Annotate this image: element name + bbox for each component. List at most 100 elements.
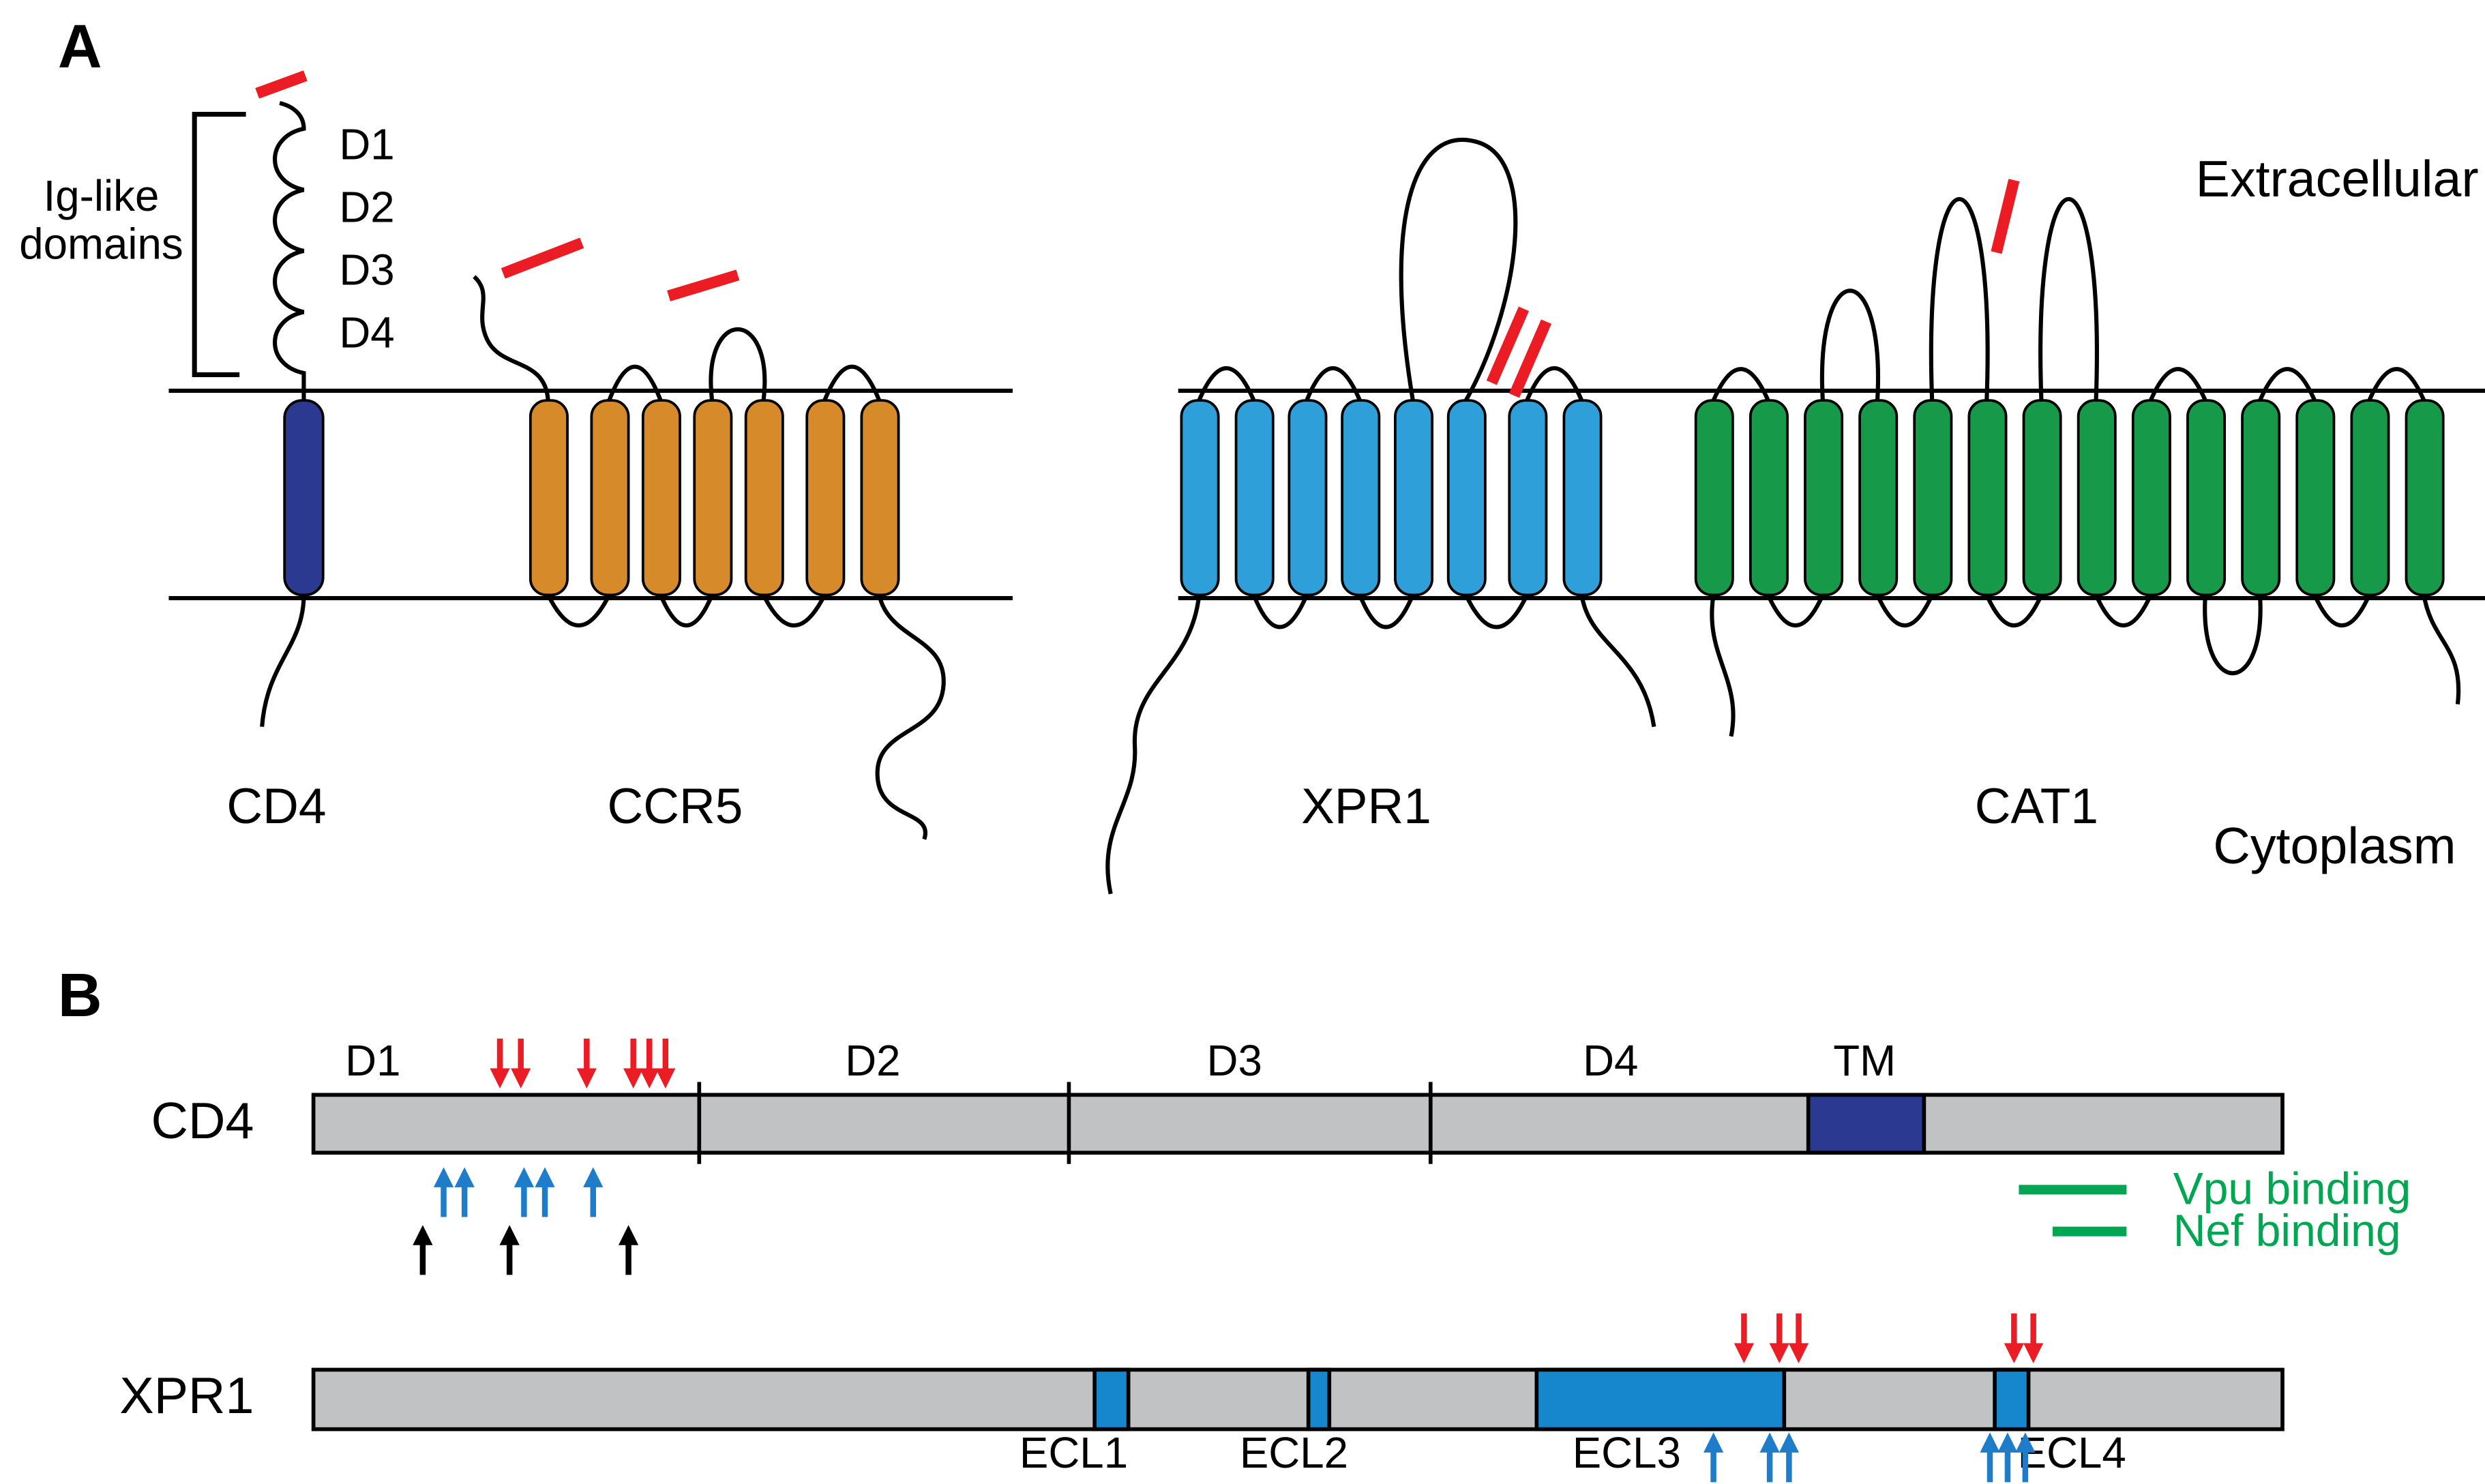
- segment-label-d1: D1: [345, 1037, 400, 1085]
- cat1-c-terminus: [2422, 594, 2461, 704]
- blue-up-arrow: [1703, 1432, 1723, 1482]
- tm-helix: [2350, 399, 2390, 597]
- cat1-topology: CAT1: [1694, 179, 2461, 834]
- cytoplasmic-loop: [1358, 594, 1415, 629]
- tm-helix: [1562, 399, 1603, 597]
- xpr1-domain-bar: XPR1 ECL1 ECL2 ECL3 ECL4: [119, 1314, 2285, 1482]
- xpr1-topology: XPR1: [1105, 137, 1656, 895]
- red-down-arrow: [2004, 1314, 2024, 1363]
- tm-helix: [1508, 399, 1548, 597]
- red-marker: [1508, 319, 1552, 398]
- extracellular-loop: [2367, 367, 2426, 402]
- panel-a: A Extracellular Cytoplasm Ig-like domain…: [19, 12, 2485, 895]
- blue-up-arrow: [1779, 1432, 1799, 1482]
- ccr5-c-terminus: [875, 594, 946, 840]
- cat1-helices: [1694, 399, 2445, 597]
- blue-up-arrow: [1980, 1432, 1999, 1482]
- extracellular-loop: [2258, 367, 2317, 402]
- tm-helix: [283, 399, 325, 597]
- protein-label-cd4: CD4: [226, 779, 326, 834]
- tm-helix: [2022, 399, 2062, 597]
- tm-helix: [860, 399, 900, 597]
- tm-helix: [641, 399, 681, 597]
- red-down-arrow: [640, 1039, 659, 1088]
- blue-up-arrow: [514, 1167, 534, 1217]
- tm-helix: [1858, 399, 1899, 597]
- protein-label-cat1: CAT1: [1975, 779, 2098, 834]
- cd4-topology: Ig-like domains D1 D2 D3 D4 CD4: [19, 70, 395, 834]
- red-marker: [667, 269, 740, 301]
- tm-helix: [744, 399, 784, 597]
- segment-label-d3: D3: [1207, 1037, 1262, 1085]
- blue-up-arrow: [583, 1167, 603, 1217]
- xpr1-helices: [1180, 399, 1603, 597]
- cytoplasm-label: Cytoplasm: [2213, 817, 2456, 874]
- red-down-arrow: [1789, 1314, 1809, 1363]
- extracellular-loop: [822, 364, 882, 402]
- vpu-binding-label: Vpu binding: [2173, 1163, 2411, 1214]
- red-down-arrow: [511, 1039, 531, 1088]
- tm-helix: [1394, 399, 1434, 597]
- red-marker: [1991, 179, 2020, 254]
- black-up-arrow: [619, 1225, 638, 1275]
- extracellular-loop: [1929, 196, 1990, 401]
- tm-helix: [1804, 399, 1844, 597]
- extracellular-loop: [1525, 366, 1584, 402]
- tm-helix: [1913, 399, 1953, 597]
- cd4-domain-bar: CD4 D1 D2 D3 D4 TM: [151, 1037, 2285, 1275]
- extracellular-loop: [1819, 288, 1880, 401]
- extracellular-loop: [709, 327, 767, 401]
- cd4-black-arrows: [413, 1225, 638, 1275]
- cytoplasmic-loop: [2094, 594, 2153, 627]
- red-marker: [255, 70, 308, 99]
- cytoplasmic-loop: [658, 594, 714, 627]
- red-marker: [501, 237, 584, 279]
- red-down-arrow: [623, 1039, 643, 1088]
- tm-helix: [1446, 399, 1487, 597]
- cd4-c-terminus: [260, 595, 306, 727]
- black-up-arrow: [500, 1225, 520, 1275]
- tm-helix: [2186, 399, 2227, 597]
- ecl1-segment: [1092, 1367, 1131, 1431]
- nef-binding-label: Nef binding: [2173, 1205, 2401, 1256]
- cytoplasmic-loop: [546, 593, 612, 627]
- ccr5-n-terminus: [473, 275, 550, 401]
- tm-helix: [2131, 399, 2171, 597]
- protein-label-ccr5: CCR5: [608, 779, 743, 834]
- tm-helix: [2241, 399, 2281, 597]
- extracellular-loop: [1305, 366, 1362, 402]
- extracellular-loop: [1197, 366, 1256, 402]
- protein-label-xpr1: XPR1: [1301, 779, 1431, 834]
- tm-helix: [693, 399, 733, 597]
- ccr5-topology: CCR5: [473, 237, 946, 840]
- ccr5-helices: [529, 399, 900, 597]
- cat1-n-terminus: [1710, 594, 1736, 737]
- row-label-cd4: CD4: [151, 1092, 254, 1149]
- blue-up-arrow: [434, 1167, 453, 1217]
- red-down-arrow: [2023, 1314, 2043, 1363]
- segment-label-d4: D4: [1583, 1037, 1638, 1085]
- ig-like-label-line1: Ig-like: [44, 172, 160, 220]
- cd4-red-arrows: [490, 1039, 675, 1088]
- ig-domains-bracket: [192, 112, 246, 377]
- red-down-arrow: [1734, 1314, 1754, 1363]
- segment-label-ecl1: ECL1: [1020, 1429, 1128, 1477]
- xpr1-c-terminus: [1579, 594, 1656, 728]
- red-down-arrow: [655, 1039, 675, 1088]
- panel-a-label: A: [58, 12, 102, 80]
- tm-helix: [1341, 399, 1381, 597]
- red-down-arrow: [490, 1039, 509, 1088]
- tm-helix: [2405, 399, 2445, 597]
- binding-legend: Vpu binding Nef binding: [2019, 1163, 2411, 1256]
- tm-helix: [1967, 399, 2008, 597]
- ig-domain-label-d1: D1: [339, 121, 394, 169]
- row-label-xpr1: XPR1: [119, 1367, 254, 1424]
- tm-helix: [529, 399, 569, 597]
- tm-helix: [2077, 399, 2117, 597]
- cytoplasmic-loop: [2312, 594, 2372, 627]
- cytoplasmic-loop: [1251, 594, 1309, 629]
- panel-b: B CD4 D1 D2 D3 D4 TM: [58, 961, 2411, 1483]
- black-up-arrow: [413, 1225, 432, 1275]
- xpr1-red-arrows: [1734, 1314, 2043, 1363]
- ig-domain-label-d3: D3: [339, 246, 394, 294]
